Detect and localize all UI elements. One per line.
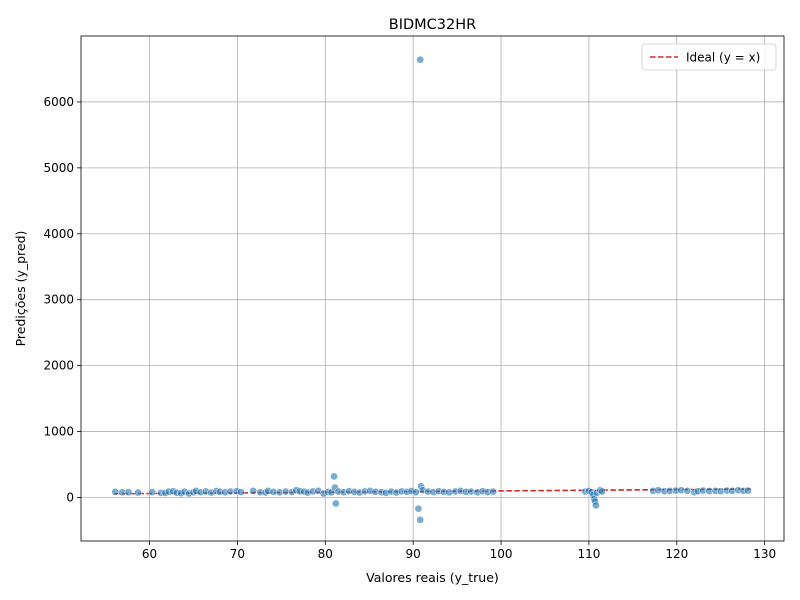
- data-point: [414, 504, 423, 513]
- x-tick-label: 80: [318, 547, 333, 561]
- grid-lines: [81, 36, 784, 541]
- legend-box: [641, 43, 777, 71]
- y-tick-label: 3000: [43, 293, 74, 307]
- y-tick-label: 2000: [43, 359, 74, 373]
- chart-title: BIDMC32HR: [389, 17, 476, 33]
- y-tick-label: 0: [66, 490, 74, 504]
- data-point: [489, 487, 497, 496]
- data-point: [330, 472, 338, 481]
- x-tick-label: 120: [665, 547, 688, 561]
- y-tick-label: 1000: [43, 425, 74, 439]
- data-point: [416, 516, 425, 524]
- data-point: [683, 487, 692, 495]
- plot-frame: [80, 35, 785, 542]
- data-point: [411, 488, 420, 497]
- x-axis-label: Valores reais (y_true): [366, 570, 499, 585]
- x-tick-label: 130: [753, 547, 776, 561]
- data-point: [249, 487, 258, 495]
- y-tick-label: 5000: [43, 161, 74, 175]
- data-point: [744, 486, 752, 495]
- y-tick-label: 6000: [43, 95, 74, 109]
- data-point: [592, 501, 600, 510]
- x-tick-label: 110: [577, 547, 600, 561]
- data-point: [331, 499, 340, 508]
- legend: Ideal (y = x): [641, 43, 777, 71]
- x-tick-label: 70: [230, 547, 245, 561]
- legend-ideal-label: Ideal (y = x): [686, 51, 760, 65]
- x-tick-label: 60: [142, 547, 157, 561]
- x-tick-label: 90: [406, 547, 421, 561]
- data-point: [124, 488, 133, 497]
- x-tick-label: 100: [490, 547, 513, 561]
- scatter-points: [111, 55, 752, 524]
- data-point: [134, 488, 142, 497]
- data-point: [237, 488, 245, 496]
- data-point: [148, 488, 157, 496]
- y-tick-label: 4000: [43, 227, 74, 241]
- y-axis-ticks: 0 1000 2000 3000 4000 5000 6000: [43, 95, 81, 504]
- data-point: [111, 488, 120, 496]
- data-point: [598, 487, 606, 496]
- data-point: [416, 55, 425, 64]
- y-axis-label: Predições (y_pred): [13, 231, 28, 347]
- x-axis-ticks: 60 70 80 90 100 110 120 130: [142, 541, 776, 561]
